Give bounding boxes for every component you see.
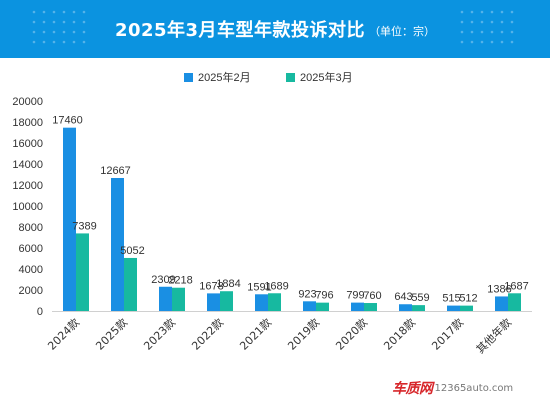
data-label: 5052 bbox=[120, 245, 144, 257]
bar bbox=[220, 291, 233, 311]
x-tick-label: 2020款 bbox=[333, 315, 370, 352]
watermark-brand: 车质网 bbox=[392, 381, 433, 397]
x-tick-label: 2022款 bbox=[189, 315, 226, 352]
data-label: 515 bbox=[442, 293, 460, 305]
x-tick-label: 2017款 bbox=[429, 315, 466, 352]
data-label: 1591 bbox=[247, 281, 271, 293]
bar bbox=[364, 303, 377, 311]
y-tick-label: 8000 bbox=[19, 222, 43, 234]
watermark-domain: 12365auto.com bbox=[434, 382, 514, 394]
bar bbox=[460, 305, 473, 311]
bar bbox=[124, 257, 137, 311]
bar bbox=[111, 177, 124, 311]
y-tick-label: 18000 bbox=[12, 117, 43, 129]
data-label: 1689 bbox=[264, 280, 288, 292]
chart-unit-text: （单位：宗） bbox=[369, 24, 436, 38]
y-tick-label: 2000 bbox=[19, 285, 43, 297]
y-tick-label: 10000 bbox=[12, 201, 43, 213]
legend-swatch bbox=[286, 73, 295, 82]
watermark: 车质网 12365auto.com bbox=[392, 378, 548, 398]
y-tick-label: 20000 bbox=[12, 96, 43, 108]
y-tick-label: 14000 bbox=[12, 159, 43, 171]
y-tick-label: 4000 bbox=[19, 264, 43, 276]
data-label: 799 bbox=[346, 290, 364, 302]
data-label: 559 bbox=[411, 292, 429, 304]
chart-title: 2025年3月车型年款投诉对比 （单位：宗） bbox=[0, 0, 550, 58]
x-tick-label: 2019款 bbox=[285, 315, 322, 352]
data-label: 1687 bbox=[504, 280, 528, 292]
title-banner: 2025年3月车型年款投诉对比 （单位：宗） bbox=[0, 0, 550, 58]
x-tick-label: 2024款 bbox=[45, 315, 82, 352]
data-label: 7389 bbox=[72, 220, 96, 232]
data-label: 2218 bbox=[168, 275, 192, 287]
bar bbox=[508, 293, 521, 311]
data-label: 1678 bbox=[199, 280, 223, 292]
x-tick-label: 2025款 bbox=[93, 315, 130, 352]
legend-swatch bbox=[184, 73, 193, 82]
data-label: 796 bbox=[315, 290, 333, 302]
y-tick-label: 0 bbox=[37, 306, 43, 318]
bar bbox=[412, 305, 425, 311]
chart-area: 2025年2月 2025年3月 0 2000 4000 6000 8000 10000 1200… bbox=[0, 58, 550, 401]
x-tick-label: 2018款 bbox=[381, 315, 418, 352]
dot-pattern-left bbox=[32, 10, 86, 44]
data-label: 923 bbox=[298, 288, 316, 300]
bar bbox=[207, 293, 220, 311]
bar bbox=[255, 294, 268, 311]
bar bbox=[447, 305, 460, 311]
data-label: 643 bbox=[394, 291, 412, 303]
bar bbox=[63, 127, 76, 311]
chart-title-text: 2025年3月车型年款投诉对比 bbox=[114, 20, 366, 41]
data-label: 1386 bbox=[487, 283, 511, 295]
data-label: 17460 bbox=[52, 115, 83, 127]
y-tick-label: 16000 bbox=[12, 138, 43, 150]
dot-pattern-right bbox=[460, 10, 514, 44]
bar bbox=[159, 286, 172, 311]
bar bbox=[268, 293, 281, 311]
legend-label: 2025年2月 bbox=[198, 70, 251, 84]
data-label: 1884 bbox=[216, 278, 240, 290]
data-label: 2309 bbox=[151, 274, 175, 286]
bar-chart: 2025年2月 2025年3月 0 2000 4000 6000 8000 10000 1200… bbox=[12, 70, 532, 356]
bar bbox=[495, 296, 508, 311]
bar bbox=[316, 302, 329, 311]
x-tick-label: 其他年款 bbox=[473, 315, 514, 356]
x-tick-label: 2023款 bbox=[141, 315, 178, 352]
data-label: 512 bbox=[459, 293, 477, 305]
x-tick-label: 2021款 bbox=[237, 315, 274, 352]
legend-label: 2025年3月 bbox=[300, 70, 353, 84]
y-tick-label: 12000 bbox=[12, 180, 43, 192]
bar bbox=[399, 304, 412, 311]
bar bbox=[303, 301, 316, 311]
data-label: 12667 bbox=[100, 165, 131, 177]
bar bbox=[351, 302, 364, 311]
data-label: 760 bbox=[363, 290, 381, 302]
bar bbox=[172, 287, 185, 311]
y-tick-label: 6000 bbox=[19, 243, 43, 255]
bar bbox=[76, 233, 89, 311]
